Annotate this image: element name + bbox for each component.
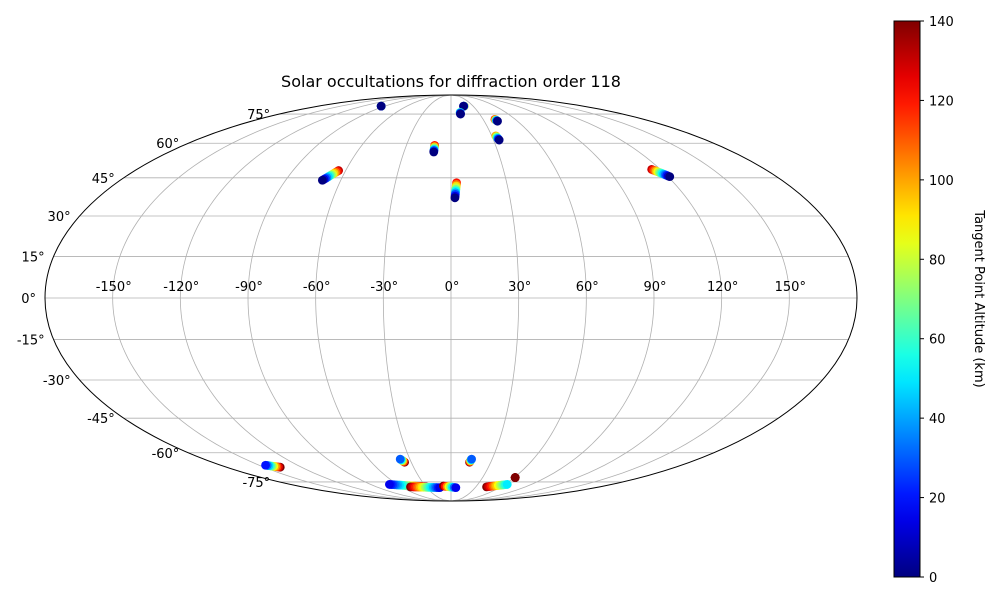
- occultation-point: [261, 460, 270, 470]
- occultation-point: [429, 147, 439, 157]
- lon-tick-label: 60°: [576, 280, 599, 295]
- lon-tick-label: -120°: [163, 280, 199, 295]
- occultation-points: [261, 101, 675, 493]
- chart-title: Solar occultations for diffraction order…: [281, 72, 621, 91]
- map-boundary: [44, 94, 858, 502]
- lon-tick-label: 90°: [643, 280, 666, 295]
- lat-tick-label: 60°: [156, 137, 179, 152]
- lon-tick-label: 0°: [445, 280, 460, 295]
- lat-tick-label: -30°: [43, 374, 71, 389]
- colorbar-ticks: 0 20 40 60 80 100 120 140: [920, 15, 954, 586]
- occultation-point: [317, 175, 327, 185]
- lat-tick-label: 30°: [48, 210, 71, 225]
- lon-tick-label: -30°: [370, 280, 398, 295]
- occultation-point: [395, 454, 405, 464]
- lon-tick-label: -150°: [96, 280, 132, 295]
- occultation-point: [502, 480, 512, 489]
- occultation-point: [450, 193, 460, 203]
- occultation-point: [456, 109, 465, 119]
- colorbar-gradient: [893, 20, 921, 578]
- colorbar-tick-label: 60: [929, 333, 946, 348]
- lon-tick-label: 150°: [775, 280, 806, 295]
- occultation-point: [494, 135, 504, 145]
- lat-tick-label: 15°: [22, 250, 45, 265]
- colorbar-tick-label: 80: [929, 253, 946, 268]
- graticule: [44, 94, 858, 502]
- colorbar-tick-label: 0: [929, 571, 937, 586]
- occultation-point: [451, 483, 461, 493]
- occultation-point: [376, 101, 386, 111]
- lat-tick-label: -75°: [242, 476, 270, 491]
- lat-tick-label: 45°: [92, 172, 115, 187]
- tick-labels: -150° -120° -90° -60° -30° 0° 30° 60° 90° 120° 150…: [17, 108, 806, 491]
- colorbar-tick-label: 120: [929, 94, 954, 109]
- occultation-point: [385, 480, 394, 489]
- lon-tick-label: 30°: [508, 280, 531, 295]
- lon-tick-label: 120°: [707, 280, 738, 295]
- lat-tick-label: 0°: [21, 292, 36, 307]
- occultation-point: [467, 454, 476, 464]
- colorbar-tick-label: 140: [929, 15, 954, 30]
- lon-tick-label: -90°: [235, 280, 263, 295]
- lon-tick-label: -60°: [303, 280, 331, 295]
- lat-tick-label: -45°: [87, 412, 115, 427]
- lat-tick-label: 75°: [247, 108, 270, 123]
- colorbar-tick-label: 100: [929, 174, 954, 189]
- colorbar: 0 20 40 60 80 100 120 140 Tangent Point Altitud…: [893, 15, 986, 586]
- colorbar-tick-label: 20: [929, 492, 946, 507]
- occultation-point: [493, 116, 502, 126]
- lat-tick-label: -60°: [152, 447, 180, 462]
- occultation-point: [665, 172, 675, 182]
- colorbar-tick-label: 40: [929, 412, 946, 427]
- colorbar-label: Tangent Point Altitude (km): [971, 209, 986, 387]
- lat-tick-label: -15°: [17, 334, 45, 349]
- occultation-point: [510, 473, 520, 482]
